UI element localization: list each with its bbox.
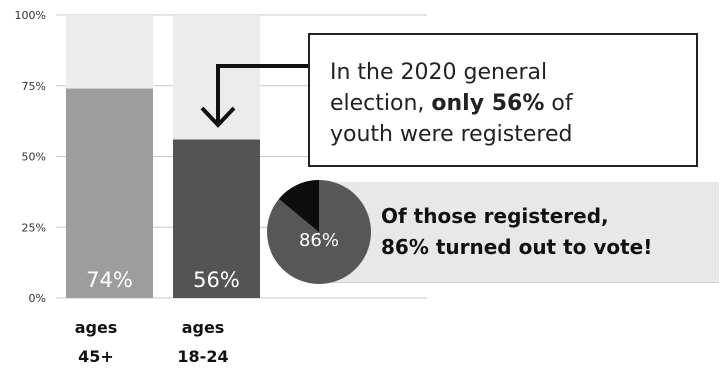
turnout-panel: Of those registered, 86% turned out to v…	[332, 182, 719, 283]
callout-line-2-prefix: election,	[330, 91, 432, 116]
y-tick-label: 100%	[15, 9, 46, 22]
y-tick-label: 50%	[22, 151, 46, 164]
y-axis-tick-labels: 0% 25% 50% 75% 100%	[15, 9, 46, 305]
category-label-line-2: 45+	[78, 347, 114, 366]
bar	[66, 88, 153, 298]
callout-line-2: election, only 56% of	[330, 88, 690, 119]
bars	[66, 15, 260, 298]
turnout-text: Of those registered, 86% turned out to v…	[381, 201, 721, 263]
callout-box: In the 2020 general election, only 56% o…	[308, 33, 698, 167]
callout-line-2-suffix: of	[544, 91, 573, 116]
callout-line-1: In the 2020 general	[330, 60, 548, 85]
category-label-line-1: ages	[75, 318, 118, 337]
category-label-line-1: ages	[182, 318, 225, 337]
bar-value-label: 56%	[193, 268, 240, 292]
bar-value-labels: 74% 56%	[86, 268, 240, 292]
y-tick-label: 0%	[29, 292, 46, 305]
category-label-line-2: 18-24	[177, 347, 228, 366]
turnout-line-2: 86% turned out to vote!	[381, 235, 653, 259]
bar-value-label: 74%	[86, 268, 133, 292]
bar	[173, 139, 260, 298]
callout-text: In the 2020 general election, only 56% o…	[330, 57, 690, 150]
turnout-line-1: Of those registered,	[381, 204, 609, 228]
y-tick-label: 75%	[22, 80, 46, 93]
category-labels: ages 45+ ages 18-24	[75, 318, 229, 366]
down-arrow-icon	[200, 64, 308, 128]
callout-line-3: youth were registered	[330, 122, 573, 147]
y-tick-label: 25%	[22, 221, 46, 234]
callout-highlight: only 56%	[431, 91, 545, 116]
